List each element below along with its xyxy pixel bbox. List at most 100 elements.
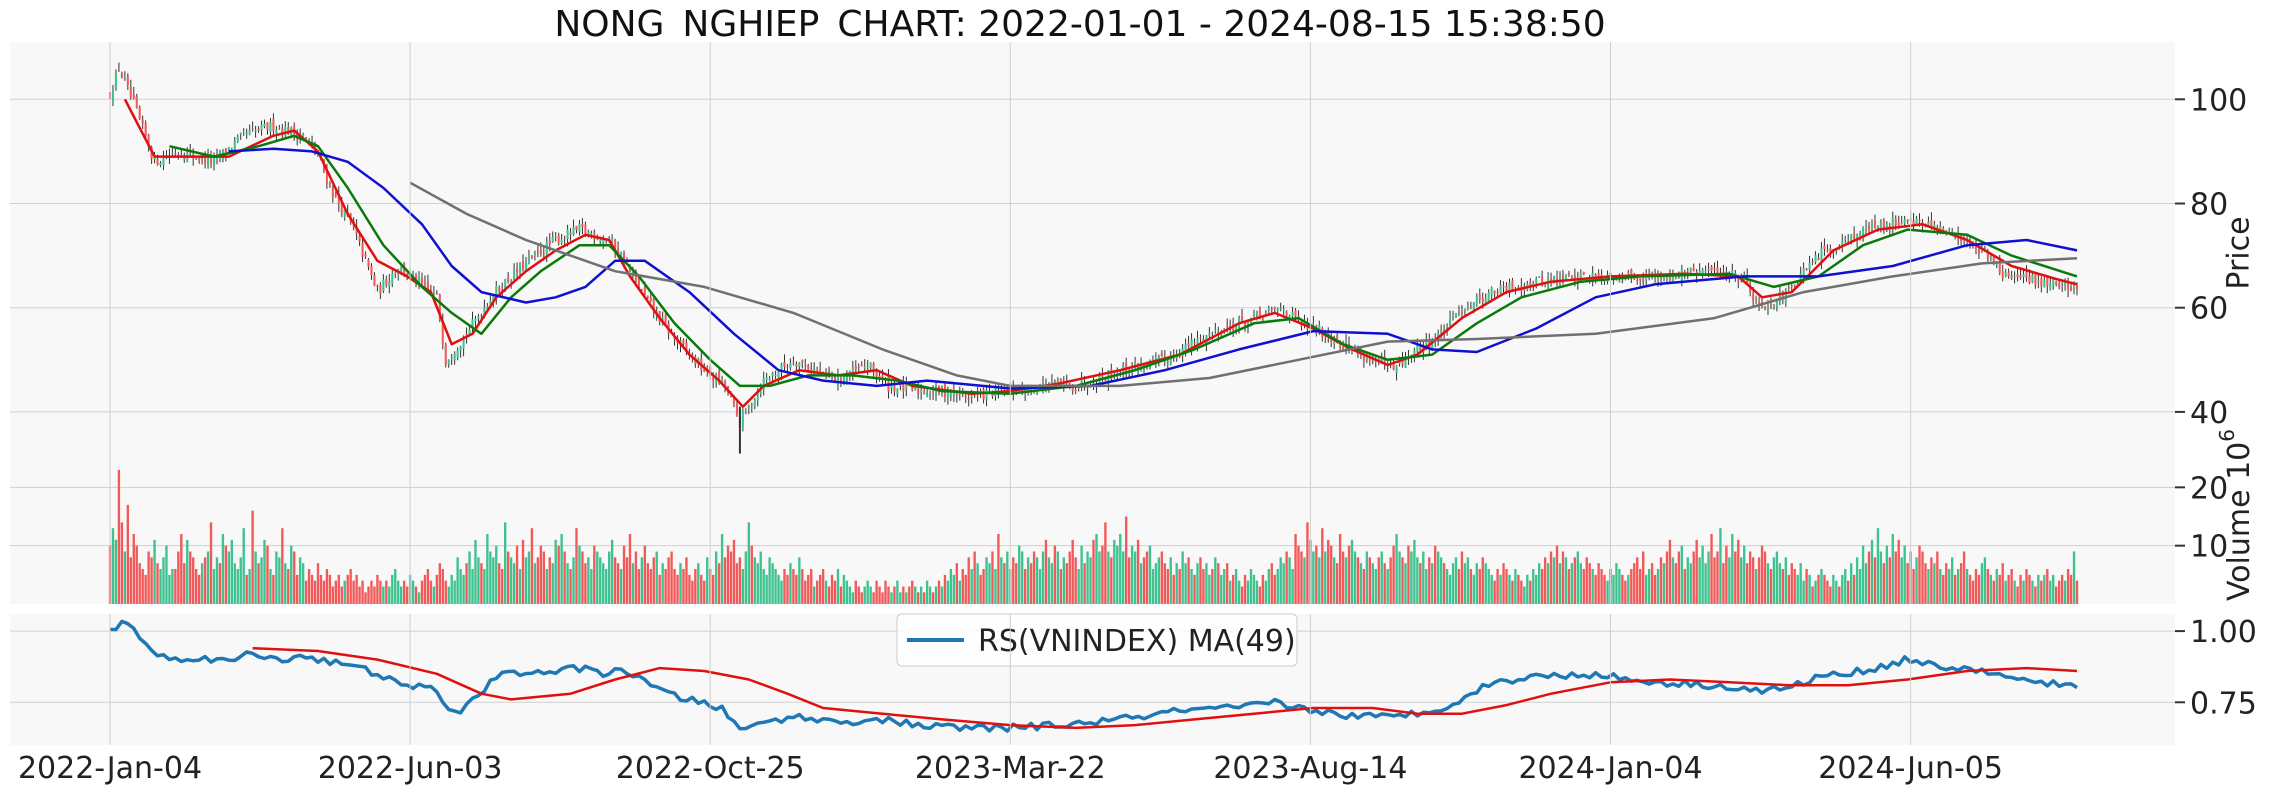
volume-bar: [1573, 557, 1577, 604]
volume-bar: [1659, 557, 1663, 604]
volume-bar: [1781, 569, 1785, 604]
volume-bar: [940, 586, 944, 604]
volume-bar: [1196, 563, 1199, 604]
volume-bar: [2040, 580, 2043, 604]
volume-bar: [325, 569, 329, 604]
candle-body: [1077, 387, 1080, 389]
candle-body: [1671, 276, 1674, 282]
volume-bar: [1665, 551, 1669, 604]
candle-body: [1570, 277, 1573, 279]
volume-bar: [385, 580, 388, 604]
candle-body: [1541, 276, 1544, 284]
volume-bar: [1481, 557, 1484, 604]
candle-body: [1463, 309, 1466, 311]
volume-bar: [2069, 574, 2073, 604]
candle-body: [1567, 272, 1570, 275]
candle-body: [854, 365, 857, 370]
volume-bar: [1748, 551, 1752, 604]
volume-bar: [254, 551, 257, 604]
volume-bar: [1264, 580, 1268, 604]
volume-bar: [503, 522, 507, 604]
candle-body: [2034, 273, 2037, 286]
volume-bar: [2055, 586, 2058, 604]
volume-bar: [1240, 586, 1244, 604]
volume-bar: [1894, 551, 1897, 604]
candle-body: [1050, 381, 1053, 385]
volume-bar: [1208, 574, 1211, 604]
candle-body: [652, 298, 655, 312]
volume-bar: [1023, 569, 1027, 604]
volume-bar: [1656, 569, 1660, 604]
volume-bar: [1389, 557, 1392, 604]
volume-bar: [896, 580, 899, 604]
candle-body: [1612, 281, 1615, 283]
x-tick-label: 2024-Jun-05: [1818, 751, 2003, 786]
candle-body: [1211, 333, 1214, 335]
volume-bar: [376, 574, 379, 604]
volume-bar: [1431, 563, 1434, 604]
volume-bar: [168, 574, 171, 604]
candle-body: [257, 128, 260, 131]
x-tick-label: 2022-Jun-03: [318, 751, 503, 786]
volume-bar: [931, 592, 935, 604]
candle-body: [1226, 325, 1229, 327]
volume-bar: [379, 580, 382, 604]
candle-body: [1404, 356, 1407, 368]
volume-bar: [1327, 539, 1330, 604]
volume-bar: [1330, 545, 1333, 604]
volume-bar: [1570, 563, 1574, 604]
volume-exponent: 6: [2215, 429, 2239, 442]
candle-body: [1255, 311, 1258, 314]
candle-body: [682, 339, 685, 345]
candle-body: [762, 378, 765, 390]
candle-body: [1995, 263, 1998, 265]
volume-bar: [310, 574, 314, 604]
volume-bar: [839, 586, 843, 604]
volume-bar: [991, 551, 994, 604]
candle-body: [1416, 343, 1419, 352]
volume-bar: [334, 580, 338, 604]
volume-bar: [1050, 563, 1054, 604]
volume-bar: [1463, 563, 1467, 604]
candle-body: [1478, 294, 1481, 300]
candle-body: [278, 127, 281, 129]
volume-bar: [275, 551, 278, 604]
volume-bar: [575, 528, 578, 604]
volume-bar: [982, 569, 985, 604]
volume-bar: [1377, 557, 1380, 604]
candle-body: [263, 123, 266, 127]
candle-body: [1449, 317, 1452, 326]
volume-bar: [1279, 557, 1282, 604]
candle-body: [967, 398, 970, 400]
volume-bar: [1924, 563, 1927, 604]
volume-bar: [735, 563, 739, 604]
candle-body: [1529, 282, 1532, 288]
volume-bar: [1478, 569, 1481, 604]
candle-body: [813, 368, 816, 373]
candle-body: [1383, 356, 1386, 364]
volume-bar: [1110, 557, 1113, 604]
volume-bar: [1181, 551, 1184, 604]
candle-body: [224, 148, 227, 155]
volume-bar: [640, 557, 644, 604]
candle-body: [649, 297, 652, 301]
volume-bar: [1754, 569, 1758, 604]
candle-body: [1178, 356, 1181, 358]
price-panel: 40 60 80 100 Price: [10, 42, 2257, 464]
candle-body: [896, 388, 899, 395]
volume-bar: [1029, 563, 1033, 604]
candle-body: [1579, 273, 1582, 279]
volume-bar: [970, 569, 973, 604]
candle-body: [1413, 349, 1416, 359]
candle-body: [1636, 280, 1639, 282]
volume-bar: [872, 592, 875, 604]
volume-bar: [1618, 569, 1621, 604]
volume-bar: [1844, 569, 1847, 604]
candle-body: [1457, 311, 1461, 313]
candle-body: [783, 362, 786, 367]
volume-bar: [1056, 551, 1060, 604]
volume-bar: [2028, 574, 2031, 604]
volume-bar: [729, 551, 733, 604]
candle-body: [334, 194, 337, 196]
volume-bar: [1832, 574, 1835, 604]
